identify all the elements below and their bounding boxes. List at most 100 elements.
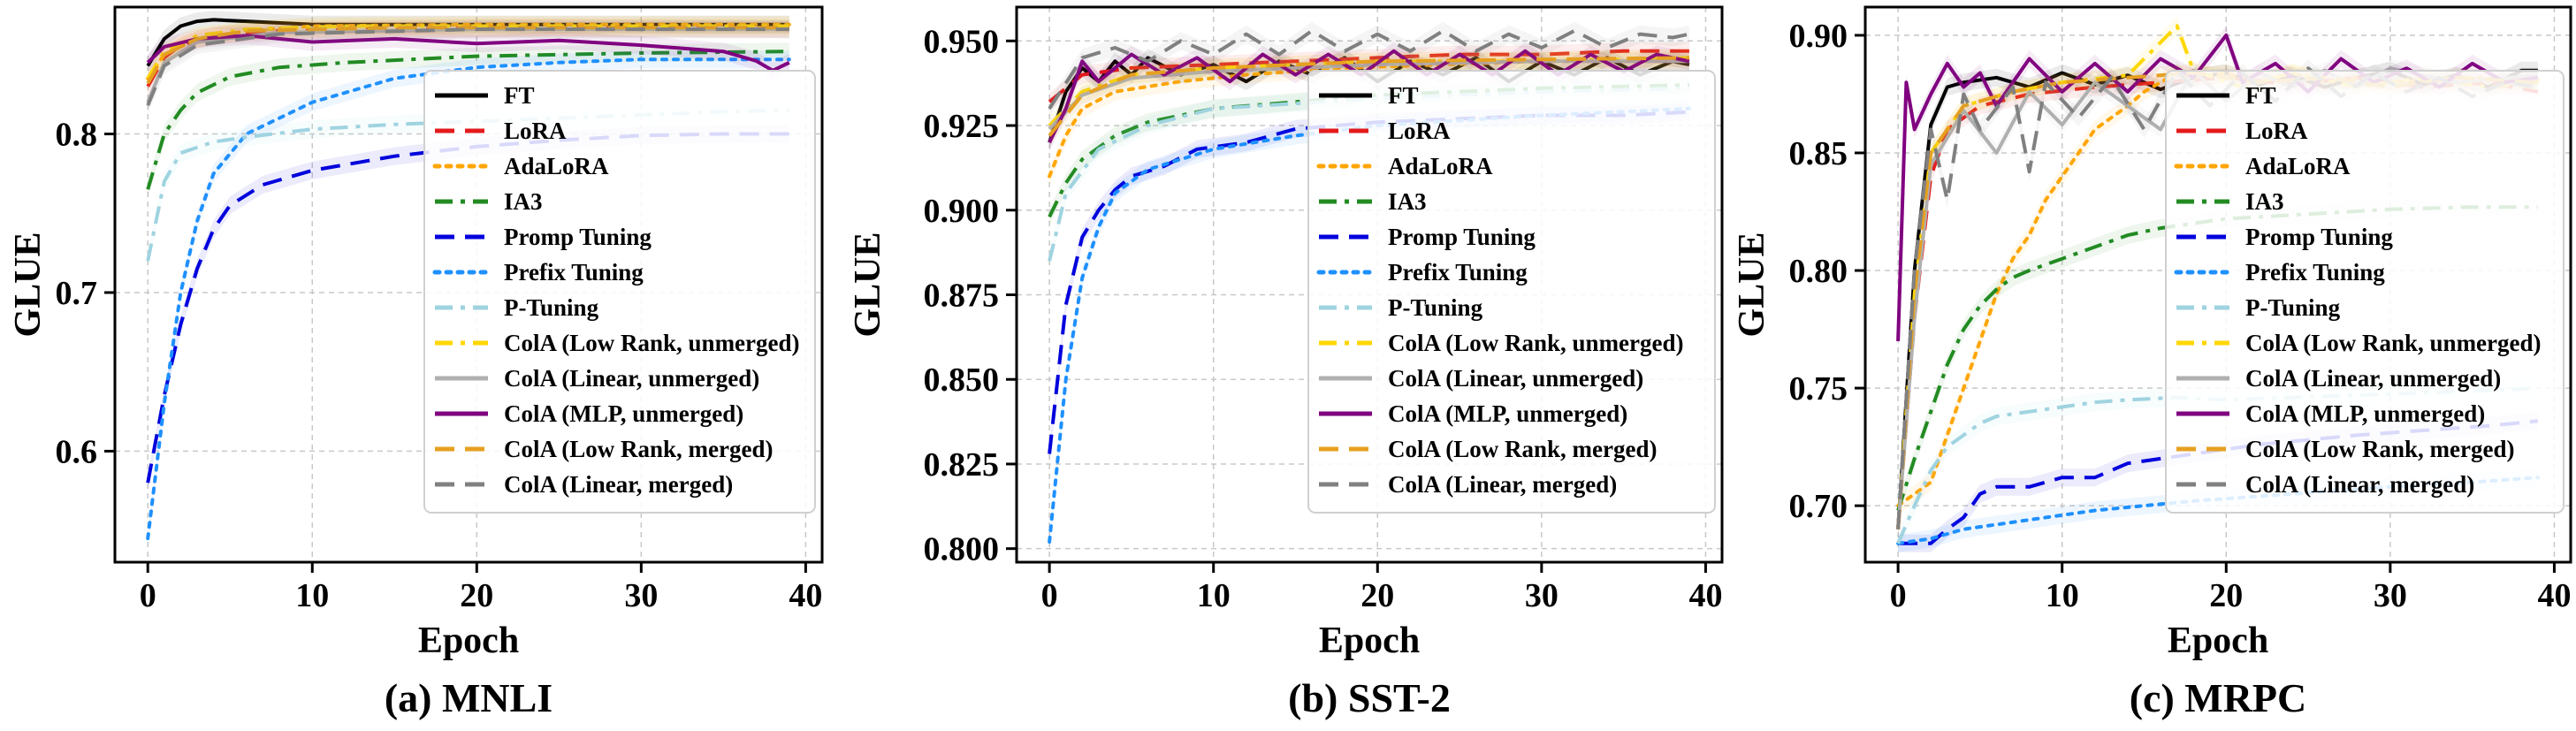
series-band-11 (1898, 59, 2538, 538)
legend-label: FT (2245, 82, 2276, 109)
legend-label: Promp Tuning (504, 224, 652, 250)
legend-label: ColA (Linear, merged) (2245, 471, 2474, 498)
legend-label: ColA (Low Rank, unmerged) (504, 330, 800, 356)
legend-label: IA3 (504, 188, 543, 215)
legend-label: ColA (Low Rank, merged) (2245, 436, 2515, 462)
panel-2: 0 10 20 30 40 0.800 0.825 0.850 0.875 0.900 0.925 0… (848, 5, 1724, 720)
series-line-10 (1896, 71, 2539, 529)
y-tick-label: 0.75 (1789, 370, 1848, 407)
series-line-4 (1048, 110, 1690, 454)
series-line-9 (1048, 49, 1690, 144)
legend-label: Prefix Tuning (1388, 259, 1528, 286)
legend-label: LoRA (1388, 118, 1451, 144)
legend-label: Promp Tuning (1388, 224, 1536, 250)
legend-label: ColA (MLP, unmerged) (504, 400, 743, 427)
x-tick-label: 40 (2537, 577, 2571, 614)
legend-label: AdaLoRA (2245, 153, 2351, 179)
y-tick-label: 0.875 (924, 277, 1000, 314)
x-tick-label: 20 (1360, 577, 1394, 614)
legend-label: Promp Tuning (2245, 224, 2393, 250)
legend-label: LoRA (504, 118, 567, 144)
series-band-1 (148, 19, 789, 95)
panel-3: 0 10 20 30 40 0.70 0.75 0.80 0.85 0.90 Epoch GLUE (c… (1732, 5, 2572, 720)
series-line-5 (1048, 106, 1691, 544)
x-tick-label: 0 (1041, 577, 1058, 614)
y-tick-label: 0.850 (924, 362, 1000, 399)
legend-label: ColA (Low Rank, merged) (504, 436, 774, 462)
x-tick-label: 40 (789, 577, 822, 614)
series-band-1 (1049, 42, 1689, 111)
y-axis-label: GLUE (848, 232, 888, 337)
plot-frame (1863, 5, 2572, 564)
series-band-8 (1049, 52, 1689, 138)
legend-label: FT (1388, 82, 1419, 109)
legend-label: AdaLoRA (504, 153, 609, 179)
series-band-2 (1049, 52, 1689, 186)
y-tick-label: 0.8 (56, 117, 98, 154)
series-band-11 (1049, 21, 1689, 118)
x-tick-label: 30 (2374, 577, 2407, 614)
y-tick-label: 0.80 (1789, 253, 1848, 290)
legend-label: Prefix Tuning (504, 259, 644, 286)
legend-box (2165, 70, 2565, 514)
panel-caption: (b) SST-2 (1288, 675, 1451, 720)
legend-label: ColA (Linear, unmerged) (2245, 365, 2501, 392)
panel-caption: (a) MNLI (385, 675, 553, 720)
series-line-2 (1896, 71, 2540, 508)
legend: FT LoRA AdaLoRA IA3 Promp Tuning Prefix Tunin… (423, 70, 816, 514)
series-line-2 (1048, 59, 1691, 179)
series-band-10 (148, 19, 789, 93)
x-tick-label: 10 (295, 577, 329, 614)
panel-1: 0 10 20 30 40 0.6 0.7 0.8 Epoch GLUE (a) MNLI FT LoR… (8, 5, 824, 720)
legend-label: Prefix Tuning (2245, 259, 2385, 286)
y-tick-label: 0.800 (924, 531, 1000, 568)
y-axis-label: GLUE (8, 232, 49, 337)
x-tick-label: 0 (140, 577, 156, 614)
x-tick-label: 40 (1688, 577, 1722, 614)
legend-label: ColA (Linear, unmerged) (1388, 365, 1643, 392)
legend-label: ColA (Low Rank, merged) (1388, 436, 1658, 462)
series-line-10 (1048, 56, 1689, 137)
y-tick-label: 0.825 (924, 446, 1000, 484)
legend-label: P-Tuning (2245, 294, 2341, 321)
series-band-10 (1898, 64, 2538, 538)
legend-label: ColA (MLP, unmerged) (2245, 400, 2485, 427)
series-band-9 (1898, 26, 2538, 350)
y-tick-label: 0.925 (924, 108, 1000, 145)
series-line-3 (1896, 205, 2538, 512)
x-tick-label: 0 (1890, 577, 1907, 614)
legend-label: ColA (Linear, merged) (504, 471, 733, 498)
legend-label: IA3 (1388, 188, 1427, 215)
x-tick-label: 20 (2209, 577, 2243, 614)
y-tick-label: 0.85 (1789, 135, 1848, 172)
legend-label: AdaLoRA (1388, 153, 1493, 179)
legend-label: ColA (MLP, unmerged) (1388, 400, 1627, 427)
legend-label: P-Tuning (504, 294, 599, 321)
legend-label: ColA (Low Rank, unmerged) (1388, 330, 1684, 356)
series-band-3 (1049, 76, 1689, 226)
x-axis-label: Epoch (1319, 621, 1420, 661)
legend-box (1307, 70, 1716, 514)
series-line-11 (1048, 28, 1690, 110)
legend-label: ColA (Linear, merged) (1388, 471, 1617, 498)
x-tick-label: 10 (2046, 577, 2079, 614)
series-line-11 (146, 27, 789, 106)
series-line-1 (1048, 49, 1689, 103)
y-tick-label: 0.950 (924, 23, 1000, 60)
x-tick-label: 30 (624, 577, 658, 614)
legend-label: IA3 (2245, 188, 2284, 215)
y-tick-label: 0.900 (924, 193, 1000, 230)
y-tick-label: 0.6 (56, 433, 98, 470)
legend-label: P-Tuning (1388, 294, 1483, 321)
x-axis-label: Epoch (2168, 621, 2268, 661)
y-axis-label: GLUE (1732, 232, 1772, 337)
legend-label: ColA (Linear, unmerged) (504, 365, 759, 392)
legend-label: FT (504, 82, 535, 109)
y-tick-label: 0.70 (1789, 488, 1848, 525)
legend-box (423, 70, 816, 514)
plot-frame (1015, 5, 1724, 564)
x-axis-label: Epoch (418, 621, 519, 661)
series-line-5 (146, 57, 791, 541)
legend: FT LoRA AdaLoRA IA3 Promp Tuning Prefix Tunin… (2165, 70, 2565, 514)
